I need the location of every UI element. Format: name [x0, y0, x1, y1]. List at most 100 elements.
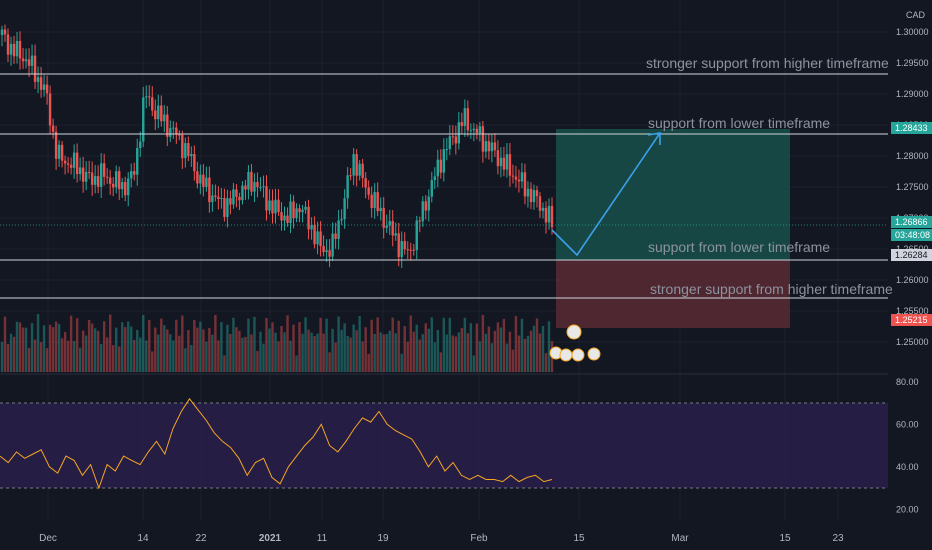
volume-bar — [87, 319, 91, 372]
volume-bar — [268, 328, 271, 372]
volume-bar — [406, 341, 409, 372]
candle-body — [535, 190, 539, 197]
volume-bar — [232, 317, 235, 372]
loss-zone[interactable] — [556, 260, 790, 328]
volume-bar — [349, 337, 352, 372]
price-tick: 1.25000 — [896, 337, 929, 347]
candle-body — [499, 157, 503, 167]
volume-bar — [154, 327, 157, 372]
price-tag-text: 1.28433 — [895, 123, 928, 133]
candle-body — [139, 141, 142, 149]
projection-path[interactable] — [551, 132, 661, 257]
volume-bar — [214, 314, 217, 372]
candle-body — [385, 225, 388, 228]
volume-bar — [148, 319, 151, 372]
flag-icon[interactable] — [566, 324, 582, 340]
time-tick: 19 — [377, 533, 389, 544]
volume-bar — [78, 347, 82, 372]
candle-body — [292, 201, 295, 219]
candle-body — [382, 207, 385, 228]
candle-body — [427, 196, 430, 211]
candle-body — [400, 241, 403, 258]
candle-body — [460, 122, 464, 127]
volume-bar — [520, 318, 524, 372]
annotation-3[interactable]: support from lower timeframe — [648, 239, 830, 255]
annotation-4[interactable]: stronger support from higher timeframe — [650, 281, 893, 297]
candle-body — [289, 201, 292, 223]
volume-bar — [30, 323, 34, 372]
profit-zone[interactable] — [556, 129, 790, 260]
candle-body — [346, 175, 349, 199]
candle-body — [403, 241, 406, 250]
volume-bar — [505, 343, 509, 372]
candle-body — [142, 97, 145, 142]
flag-icon[interactable] — [587, 347, 601, 361]
volume-bar — [118, 346, 121, 372]
volume-bar — [427, 328, 430, 372]
volume-bar — [478, 341, 482, 372]
candle-body — [445, 149, 449, 151]
candle-body — [424, 201, 427, 211]
flag-icon[interactable] — [559, 348, 573, 362]
candle-body — [487, 141, 491, 152]
price-tick: 1.25500 — [896, 306, 929, 316]
volume-bar — [394, 333, 397, 372]
candle-body — [84, 171, 88, 182]
candle-body — [544, 207, 548, 223]
volume-bar — [502, 318, 506, 372]
event-icons[interactable] — [549, 324, 601, 362]
price-tag-text: 1.26284 — [895, 250, 928, 260]
annotation-2[interactable]: support from lower timeframe — [648, 115, 830, 131]
volume-bar — [178, 335, 181, 372]
candle-body — [112, 183, 115, 188]
price-tags: 1.28433 1.26866 03:48:08 1.26284 1.25215 — [891, 122, 932, 326]
candle-body — [313, 225, 316, 245]
candle-body — [310, 225, 313, 230]
candle-body — [337, 220, 340, 239]
volume-bar — [108, 314, 112, 372]
volume-bar — [184, 348, 187, 372]
volume-bar — [508, 331, 512, 372]
candle-body — [448, 136, 452, 150]
volume-bar — [36, 314, 40, 372]
candle-body — [175, 127, 178, 135]
candle-body — [406, 249, 409, 251]
annotation-1[interactable]: stronger support from higher timeframe — [646, 55, 889, 71]
volume-bar — [382, 334, 385, 372]
volume-bar — [517, 335, 521, 372]
volume-bar — [370, 319, 373, 372]
volume-bar — [96, 330, 100, 372]
candle-body — [45, 84, 49, 94]
price-tag-stop — [891, 314, 932, 326]
volume-bar — [493, 330, 497, 372]
candle-body — [490, 142, 494, 152]
candle-body — [115, 171, 118, 188]
volume-bar — [352, 324, 355, 372]
volume-bar — [364, 327, 367, 372]
flag-icon[interactable] — [571, 348, 585, 362]
time-axis[interactable]: Dec 14 22 2021 11 19 Feb 15 Mar 15 23 — [39, 533, 844, 544]
candle-body — [247, 171, 250, 190]
volume-bar — [316, 333, 319, 372]
candle-body — [355, 154, 358, 176]
candle-body — [394, 233, 397, 236]
volume-bar — [190, 345, 193, 372]
volume-bar — [442, 317, 446, 372]
volume-bar — [271, 322, 274, 372]
volume-bar — [99, 344, 103, 372]
candle-body — [99, 163, 103, 187]
volume-bar — [163, 325, 166, 372]
candle-body — [3, 29, 7, 35]
volume-bar — [241, 337, 244, 372]
price-tick: 1.26000 — [896, 275, 929, 285]
price-tick: 1.29000 — [896, 89, 929, 99]
candle-body — [157, 105, 160, 120]
candle-body — [367, 187, 370, 195]
price-tag-countdown — [891, 229, 932, 241]
volume-bar — [289, 340, 292, 372]
time-tick: 22 — [195, 533, 207, 544]
candle-body — [130, 171, 133, 179]
price-tag-current — [891, 216, 932, 228]
volume-bar — [12, 336, 16, 372]
